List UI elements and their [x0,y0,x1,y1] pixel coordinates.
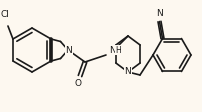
Text: N: N [124,68,131,76]
Text: Cl: Cl [1,10,9,19]
Text: H: H [115,45,120,55]
Text: N: N [155,9,162,18]
Text: N: N [108,45,115,55]
Text: O: O [74,80,81,88]
Text: N: N [65,45,72,55]
